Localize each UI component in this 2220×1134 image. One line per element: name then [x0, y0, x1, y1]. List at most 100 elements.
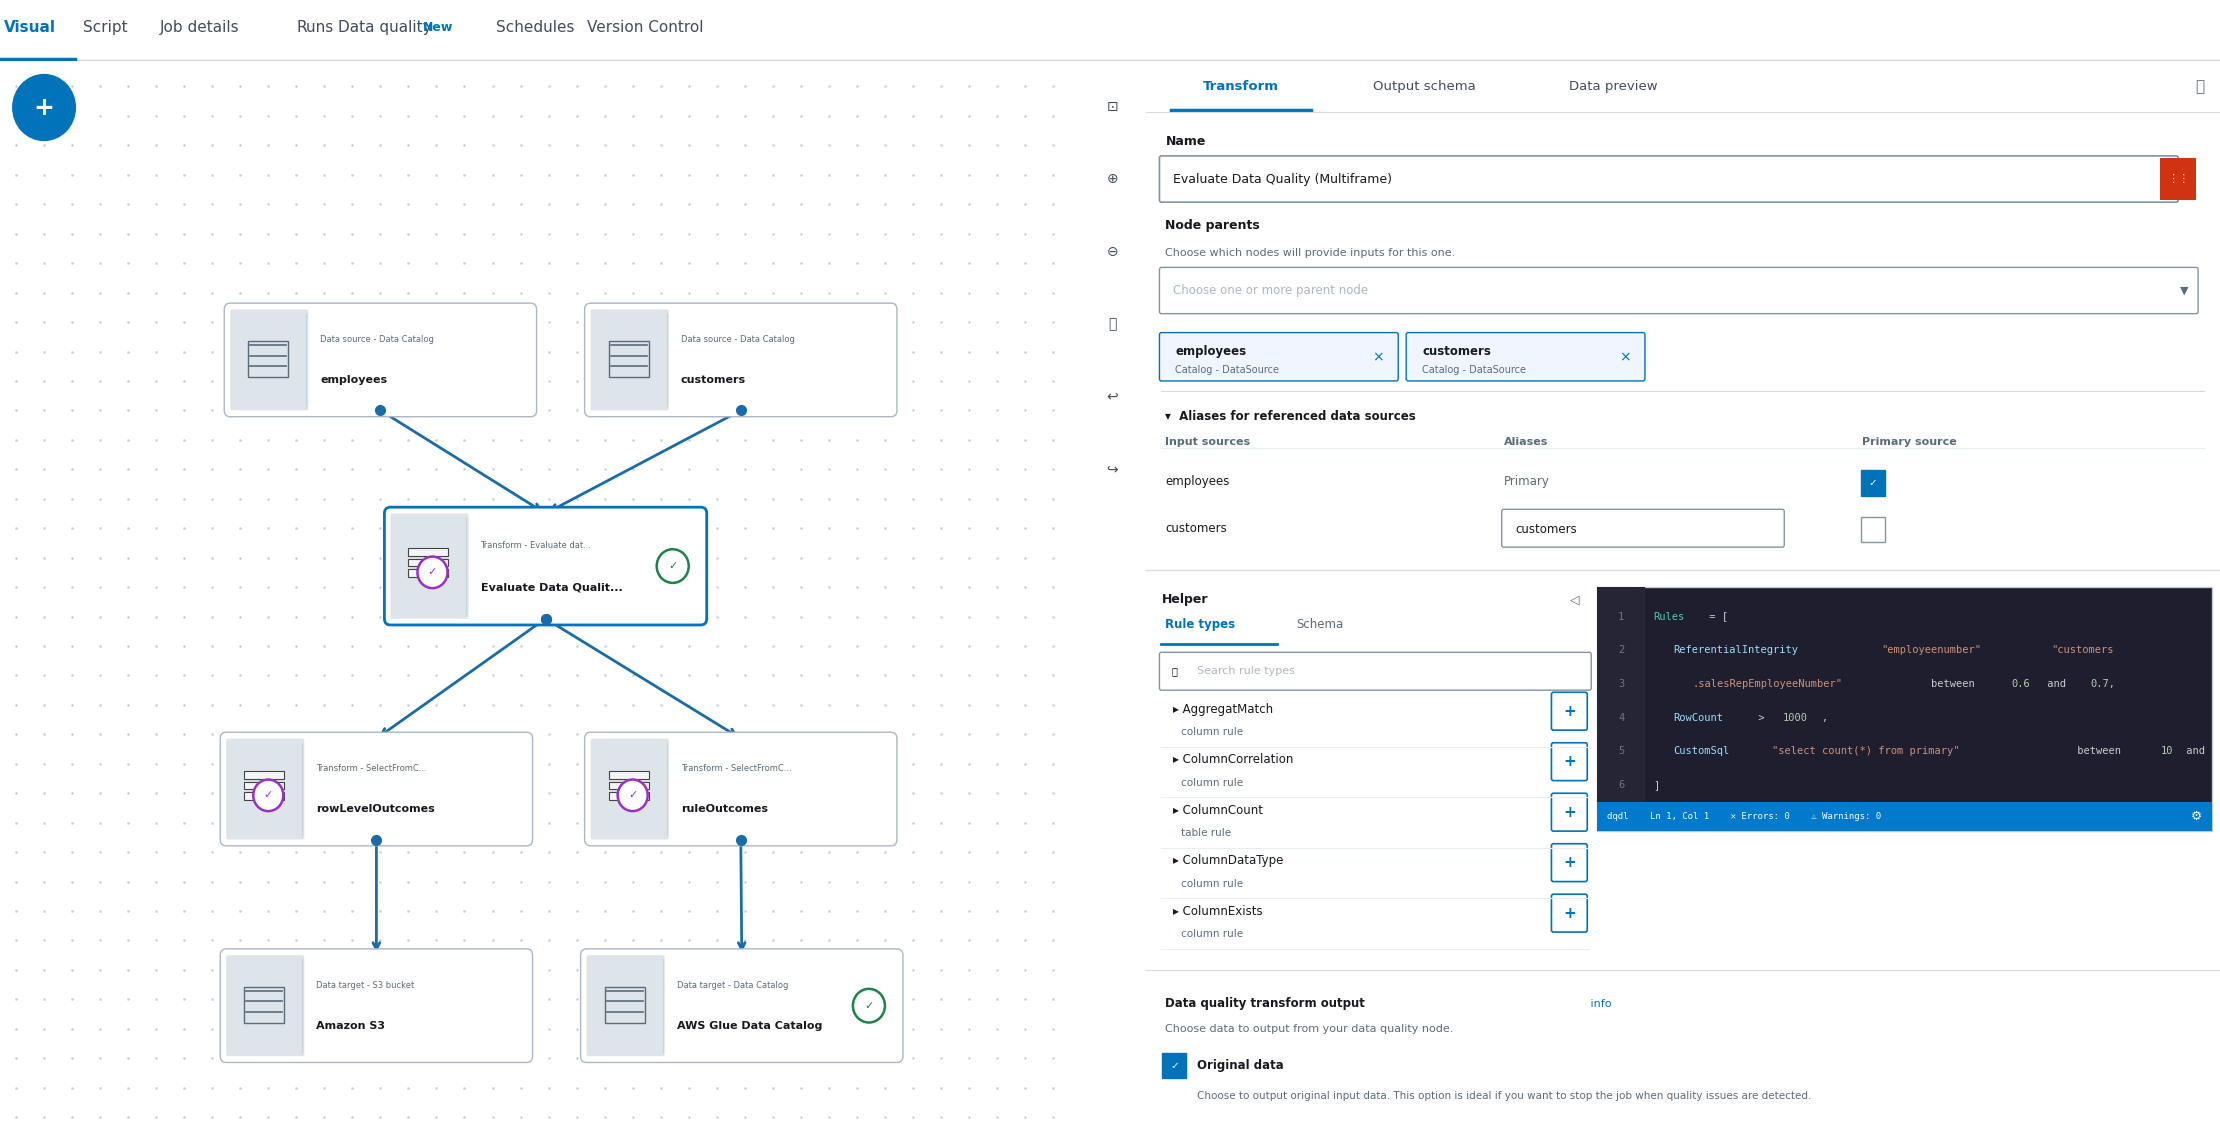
Text: Choose one or more parent node: Choose one or more parent node [1174, 284, 1368, 297]
FancyBboxPatch shape [2160, 158, 2196, 200]
Text: Data quality transform output: Data quality transform output [1166, 997, 1365, 1010]
Text: ✓: ✓ [1869, 477, 1878, 488]
Text: ,: , [1823, 712, 1829, 722]
Text: ▾  Aliases for referenced data sources: ▾ Aliases for referenced data sources [1166, 411, 1416, 423]
Text: Data target - Data Catalog: Data target - Data Catalog [677, 981, 788, 990]
Text: Script: Script [82, 19, 127, 35]
FancyBboxPatch shape [384, 507, 706, 625]
Text: employees: employees [320, 375, 388, 386]
Text: info: info [1587, 999, 1612, 1008]
Text: between: between [1931, 679, 1982, 688]
Text: Choose data to output from your data quality node.: Choose data to output from your data qua… [1166, 1024, 1454, 1034]
Text: +: + [1563, 855, 1576, 870]
Text: ▸ ColumnCorrelation: ▸ ColumnCorrelation [1174, 753, 1294, 767]
FancyBboxPatch shape [408, 569, 448, 576]
Text: ▸ ColumnExists: ▸ ColumnExists [1174, 905, 1263, 917]
Text: 2: 2 [1618, 645, 1625, 655]
Text: 6: 6 [1618, 780, 1625, 789]
FancyBboxPatch shape [1552, 743, 1587, 780]
Text: Name: Name [1166, 135, 1205, 147]
Text: employees: employees [1174, 345, 1245, 358]
Text: rowLevelOutcomes: rowLevelOutcomes [315, 804, 435, 814]
Text: "customers: "customers [2051, 645, 2113, 655]
Text: Evaluate Data Quality (Multiframe): Evaluate Data Quality (Multiframe) [1174, 172, 1392, 186]
Text: ✓: ✓ [1170, 1060, 1179, 1070]
Text: 0.6: 0.6 [2011, 679, 2029, 688]
FancyBboxPatch shape [220, 733, 533, 846]
Text: table rule: table rule [1181, 828, 1232, 838]
Text: dqdl    Ln 1, Col 1    ✕ Errors: 0    ⚠ Warnings: 0: dqdl Ln 1, Col 1 ✕ Errors: 0 ⚠ Warnings:… [1607, 812, 1880, 821]
FancyBboxPatch shape [1159, 332, 1399, 381]
Text: Amazon S3: Amazon S3 [315, 1021, 386, 1031]
Text: Primary: Primary [1503, 475, 1550, 489]
FancyBboxPatch shape [608, 771, 648, 779]
Text: Evaluate Data Qualit...: Evaluate Data Qualit... [480, 582, 622, 592]
Text: ✓: ✓ [428, 567, 437, 577]
Text: AWS Glue Data Catalog: AWS Glue Data Catalog [677, 1021, 821, 1031]
Text: Rules: Rules [1654, 611, 1685, 621]
Text: ×: × [1372, 350, 1383, 365]
FancyBboxPatch shape [1163, 1053, 1185, 1078]
FancyBboxPatch shape [244, 781, 284, 789]
Text: customers: customers [682, 375, 746, 386]
Text: 3: 3 [1618, 679, 1625, 688]
Text: customers: customers [1166, 522, 1228, 535]
Text: Data source - Data Catalog: Data source - Data Catalog [682, 336, 795, 345]
FancyBboxPatch shape [1159, 155, 2178, 202]
Circle shape [657, 549, 688, 583]
Text: = [: = [ [1703, 611, 1727, 621]
Text: ]: ] [1654, 780, 1658, 789]
Text: ✓: ✓ [668, 561, 677, 572]
Text: column rule: column rule [1181, 727, 1243, 737]
Text: between: between [2071, 746, 2127, 756]
FancyBboxPatch shape [1552, 895, 1587, 932]
Text: Version Control: Version Control [586, 19, 704, 35]
FancyBboxPatch shape [1552, 692, 1587, 730]
FancyBboxPatch shape [391, 514, 468, 619]
FancyBboxPatch shape [224, 303, 537, 416]
Text: "employeenumber": "employeenumber" [1883, 645, 1982, 655]
FancyBboxPatch shape [586, 955, 664, 1056]
FancyBboxPatch shape [584, 303, 897, 416]
Text: ▼: ▼ [2180, 286, 2189, 296]
FancyBboxPatch shape [1405, 332, 1645, 381]
Text: +: + [1563, 704, 1576, 719]
Text: Original data: Original data [1197, 1059, 1283, 1072]
Text: +: + [33, 95, 56, 119]
Text: Schedules: Schedules [495, 19, 575, 35]
Text: ↩: ↩ [1106, 390, 1119, 404]
Text: +: + [1563, 906, 1576, 921]
Text: customers: customers [1423, 345, 1492, 358]
FancyBboxPatch shape [1596, 587, 1645, 831]
Text: Choose which nodes will provide inputs for this one.: Choose which nodes will provide inputs f… [1166, 247, 1456, 257]
Text: ⤢: ⤢ [2196, 79, 2204, 94]
Text: .salesRepEmployeeNumber": .salesRepEmployeeNumber" [1692, 679, 1843, 688]
Text: Primary source: Primary source [1863, 437, 1956, 447]
Text: 4: 4 [1618, 712, 1625, 722]
Text: +: + [1563, 754, 1576, 769]
Text: Runs: Runs [297, 19, 333, 35]
Text: New: New [422, 20, 453, 34]
Text: +: + [1563, 805, 1576, 820]
FancyBboxPatch shape [408, 548, 448, 556]
Circle shape [852, 989, 886, 1023]
FancyBboxPatch shape [408, 559, 448, 566]
Text: Catalog - DataSource: Catalog - DataSource [1174, 365, 1279, 375]
FancyBboxPatch shape [584, 733, 897, 846]
Text: ReferentialIntegrity: ReferentialIntegrity [1674, 645, 1798, 655]
Text: ✓: ✓ [864, 1000, 875, 1010]
Text: Aliases: Aliases [1503, 437, 1547, 447]
Text: Transform - SelectFromC...: Transform - SelectFromC... [315, 764, 426, 773]
Text: Helper: Helper [1161, 593, 1208, 607]
Text: ↪: ↪ [1106, 463, 1119, 476]
Text: ▸ ColumnDataType: ▸ ColumnDataType [1174, 854, 1283, 868]
Text: 🔍: 🔍 [1172, 667, 1177, 676]
Text: Input sources: Input sources [1166, 437, 1250, 447]
FancyBboxPatch shape [608, 793, 648, 799]
Text: 5: 5 [1618, 746, 1625, 756]
Text: Output schema: Output schema [1372, 81, 1476, 93]
Text: and: and [2180, 746, 2211, 756]
FancyBboxPatch shape [244, 793, 284, 799]
Text: ▸ ColumnCount: ▸ ColumnCount [1174, 804, 1263, 816]
Text: Data target - S3 bucket: Data target - S3 bucket [315, 981, 415, 990]
